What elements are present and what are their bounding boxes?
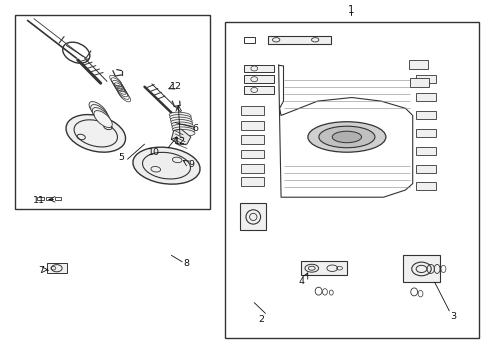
Bar [415,129,435,137]
Text: 12: 12 [174,137,186,146]
Ellipse shape [89,102,107,118]
Bar [241,164,264,173]
Ellipse shape [133,147,200,184]
Bar [15,15,210,209]
Text: 4: 4 [298,276,304,285]
Ellipse shape [66,114,125,152]
Text: 2: 2 [258,315,264,324]
Text: 6: 6 [192,123,198,132]
Ellipse shape [307,122,385,152]
Ellipse shape [172,127,194,134]
Bar [55,197,61,200]
Bar [241,121,264,130]
Text: 8: 8 [183,259,188,268]
Bar [239,203,266,230]
Ellipse shape [173,129,195,136]
Bar [241,149,264,158]
Bar [244,37,255,43]
Bar [300,261,346,275]
Text: 7: 7 [39,266,44,275]
Bar [415,165,435,173]
Bar [415,111,435,119]
Text: 12: 12 [170,82,182,91]
Bar [37,197,43,200]
Bar [267,36,330,44]
Ellipse shape [169,114,191,121]
Text: 3: 3 [449,312,455,321]
Bar [224,22,478,338]
Polygon shape [278,65,412,197]
Bar [409,78,428,87]
Bar [415,147,435,155]
Ellipse shape [170,117,192,123]
Ellipse shape [331,131,361,143]
Bar [241,107,264,116]
Ellipse shape [318,126,374,148]
Ellipse shape [94,111,112,127]
Bar [244,75,273,83]
Bar [46,197,52,200]
Ellipse shape [171,122,193,129]
Ellipse shape [90,105,109,122]
Polygon shape [171,129,190,145]
Bar [415,182,435,190]
Text: 11: 11 [33,196,44,205]
Ellipse shape [169,112,191,119]
Bar [47,263,66,273]
Bar [241,135,264,144]
Bar [244,86,273,94]
Bar [415,93,435,101]
Bar [415,75,435,83]
Text: 10: 10 [148,148,160,157]
Bar [402,255,439,282]
Ellipse shape [92,108,110,125]
Text: 5: 5 [119,153,124,162]
Ellipse shape [172,125,193,131]
Bar [241,177,264,186]
Text: 1: 1 [347,5,353,15]
Ellipse shape [170,120,192,126]
Bar [408,60,427,69]
Bar [244,64,273,72]
Text: 9: 9 [188,161,194,170]
